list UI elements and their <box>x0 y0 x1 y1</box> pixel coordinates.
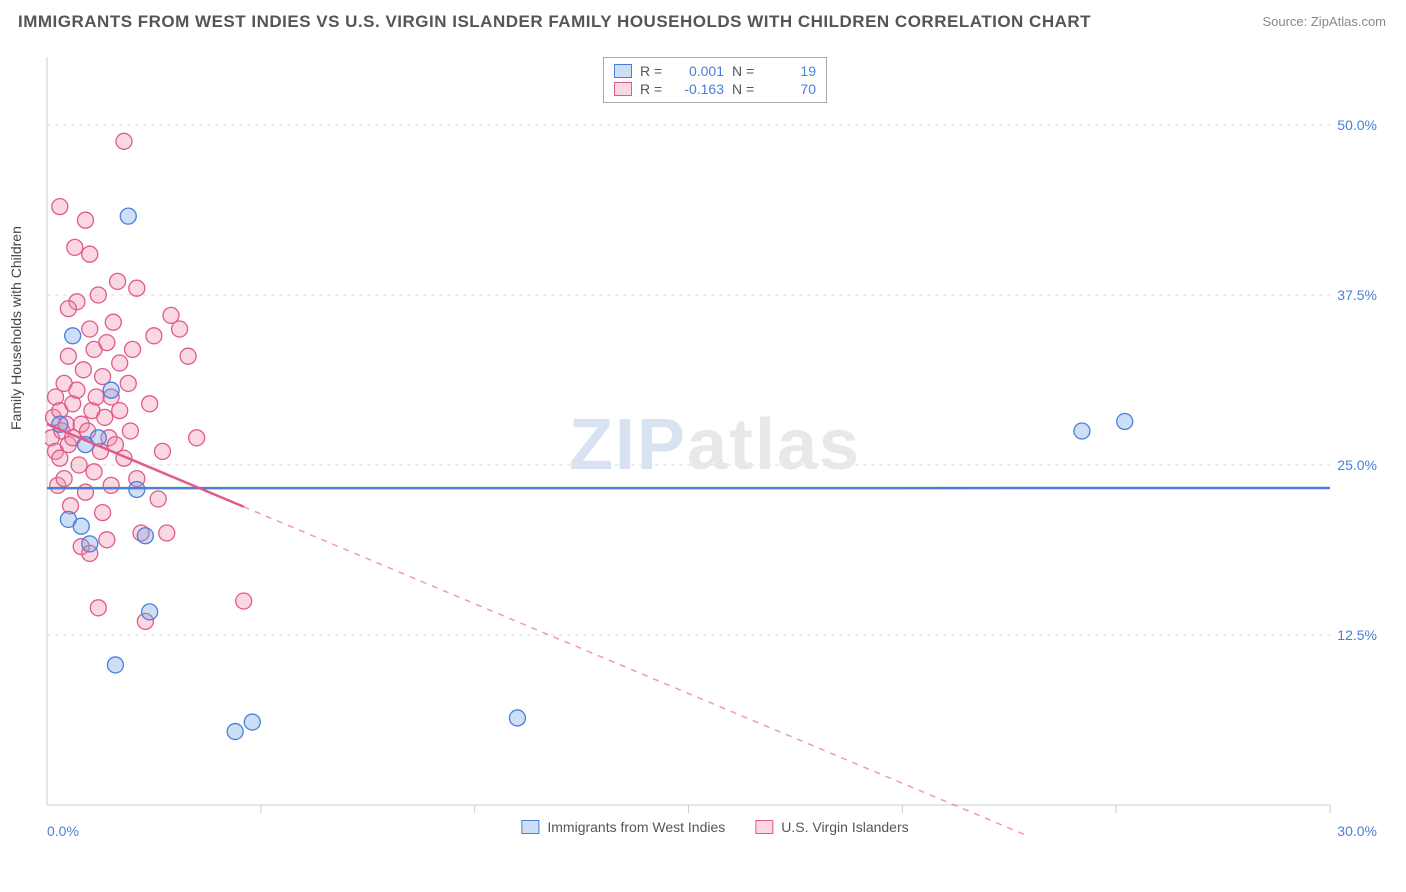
data-point <box>103 382 119 398</box>
data-point <box>95 505 111 521</box>
data-point <box>67 239 83 255</box>
data-point <box>86 464 102 480</box>
legend-series: Immigrants from West Indies U.S. Virgin … <box>521 819 908 835</box>
data-point <box>82 246 98 262</box>
data-point <box>142 604 158 620</box>
data-point <box>122 423 138 439</box>
data-point <box>75 362 91 378</box>
y-tick-label: 12.5% <box>1337 627 1377 643</box>
data-point <box>60 348 76 364</box>
legend-stats: R = 0.001 N = 19 R = -0.163 N = 70 <box>603 57 827 103</box>
data-point <box>82 536 98 552</box>
legend-r-value: 0.001 <box>676 63 724 79</box>
scatter-plot: 50.0% 37.5% 25.0% 12.5% <box>45 55 1385 835</box>
data-point <box>1074 423 1090 439</box>
legend-swatch <box>614 64 632 78</box>
data-point <box>129 481 145 497</box>
data-point <box>82 321 98 337</box>
data-point <box>227 724 243 740</box>
data-point <box>116 133 132 149</box>
data-point <box>125 341 141 357</box>
data-point <box>244 714 260 730</box>
legend-n-value: 70 <box>768 81 816 97</box>
data-point <box>159 525 175 541</box>
data-point <box>137 528 153 544</box>
legend-swatch <box>755 820 773 834</box>
data-point <box>142 396 158 412</box>
data-point <box>60 301 76 317</box>
legend-series-label: Immigrants from West Indies <box>547 819 725 835</box>
data-point <box>1117 413 1133 429</box>
data-point <box>120 208 136 224</box>
legend-n-label: N = <box>732 63 760 79</box>
y-tick-label: 50.0% <box>1337 117 1377 133</box>
legend-r-label: R = <box>640 81 668 97</box>
data-point <box>65 328 81 344</box>
data-point <box>77 212 93 228</box>
legend-stats-row: R = 0.001 N = 19 <box>614 62 816 80</box>
data-point <box>90 287 106 303</box>
data-point <box>69 382 85 398</box>
legend-r-value: -0.163 <box>676 81 724 97</box>
data-point <box>56 471 72 487</box>
data-point <box>99 532 115 548</box>
data-point <box>105 314 121 330</box>
source-label: Source: ZipAtlas.com <box>1262 14 1386 29</box>
data-point <box>150 491 166 507</box>
legend-n-value: 19 <box>768 63 816 79</box>
data-point <box>110 273 126 289</box>
y-tick-label: 25.0% <box>1337 457 1377 473</box>
data-point <box>90 600 106 616</box>
data-point <box>120 375 136 391</box>
data-point <box>71 457 87 473</box>
data-point <box>107 657 123 673</box>
data-point <box>509 710 525 726</box>
y-tick-label: 37.5% <box>1337 287 1377 303</box>
legend-series-item: U.S. Virgin Islanders <box>755 819 908 835</box>
legend-n-label: N = <box>732 81 760 97</box>
data-point <box>112 403 128 419</box>
data-point <box>180 348 196 364</box>
data-point <box>77 484 93 500</box>
legend-series-item: Immigrants from West Indies <box>521 819 725 835</box>
chart-title: IMMIGRANTS FROM WEST INDIES VS U.S. VIRG… <box>18 12 1091 32</box>
chart-area: 50.0%37.5%25.0%12.5% ZIPatlas R = 0.001 … <box>45 55 1385 835</box>
data-point <box>97 409 113 425</box>
data-point <box>112 355 128 371</box>
data-point <box>154 443 170 459</box>
legend-r-label: R = <box>640 63 668 79</box>
data-point <box>236 593 252 609</box>
data-point <box>88 389 104 405</box>
legend-swatch <box>614 82 632 96</box>
data-point <box>73 518 89 534</box>
x-tick-label: 30.0% <box>1337 823 1377 839</box>
data-point <box>103 477 119 493</box>
trend-line-dashed <box>244 507 1330 835</box>
legend-swatch <box>521 820 539 834</box>
data-point <box>99 335 115 351</box>
x-tick-label: 0.0% <box>47 823 79 839</box>
legend-stats-row: R = -0.163 N = 70 <box>614 80 816 98</box>
data-point <box>129 280 145 296</box>
data-point <box>189 430 205 446</box>
data-point <box>146 328 162 344</box>
legend-series-label: U.S. Virgin Islanders <box>781 819 908 835</box>
data-point <box>172 321 188 337</box>
y-axis-label: Family Households with Children <box>8 226 24 430</box>
data-point <box>52 199 68 215</box>
